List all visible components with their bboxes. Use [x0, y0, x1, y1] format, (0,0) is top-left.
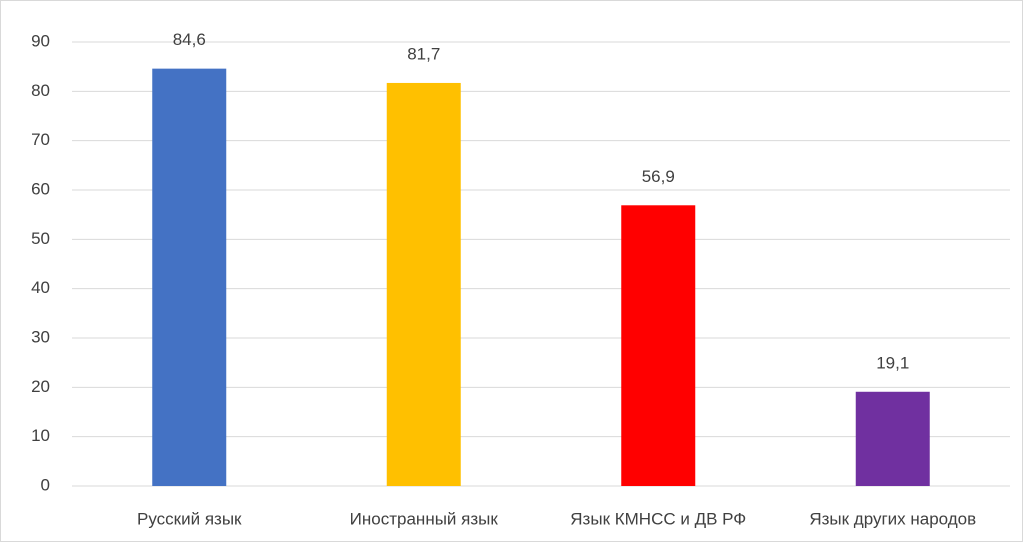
y-tick-label: 20 [31, 377, 50, 396]
bar [152, 68, 227, 486]
data-label: 84,6 [173, 30, 206, 49]
y-tick-label: 10 [31, 426, 50, 445]
data-label: 19,1 [876, 353, 909, 372]
x-tick-label: Язык КМНСС и ДВ РФ [570, 509, 746, 528]
x-tick-label: Русский язык [137, 509, 242, 528]
y-tick-label: 40 [31, 278, 50, 297]
data-label: 81,7 [407, 44, 440, 63]
y-tick-label: 0 [41, 475, 50, 494]
y-tick-label: 70 [31, 130, 50, 149]
y-tick-label: 60 [31, 179, 50, 198]
x-tick-label: Язык других народов [809, 509, 976, 528]
data-label: 56,9 [642, 167, 675, 186]
x-tick-label: Иностранный язык [350, 509, 499, 528]
bar [386, 82, 461, 487]
y-tick-label: 80 [31, 81, 50, 100]
bar [621, 205, 696, 486]
y-tick-label: 90 [31, 31, 50, 50]
bar [855, 391, 930, 486]
y-tick-label: 50 [31, 229, 50, 248]
y-tick-label: 30 [31, 327, 50, 346]
